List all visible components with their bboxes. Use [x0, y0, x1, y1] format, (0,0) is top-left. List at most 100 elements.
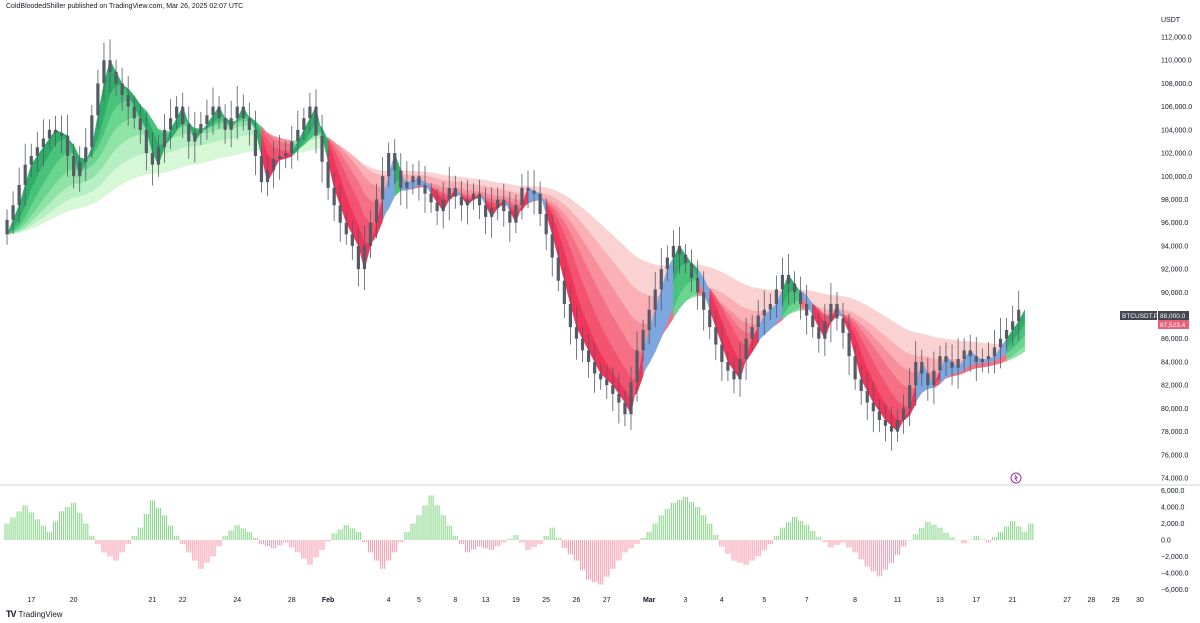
candle-body	[647, 309, 651, 331]
candle-body	[393, 153, 397, 171]
ribbon-segment	[206, 131, 214, 145]
candle-body	[387, 153, 391, 177]
ribbon-segment	[630, 315, 638, 353]
ribbon-segment	[206, 142, 214, 163]
time-tick-label: 28	[288, 597, 296, 604]
candle-body	[617, 393, 621, 403]
candle-body	[247, 118, 251, 130]
price-axis[interactable]: 112,000.0 110,000.0 108,000.0 106,000.0 104,…	[1161, 35, 1192, 483]
ribbon-segment	[467, 183, 474, 192]
candle-body	[683, 254, 688, 264]
price-tick-label: 94,000.0	[1161, 243, 1188, 250]
candle-body	[477, 193, 482, 206]
price-tick-label: 110,000.0	[1161, 58, 1192, 65]
candle-body	[786, 274, 791, 284]
candle-body	[865, 390, 869, 403]
ribbon-segment	[842, 296, 850, 312]
ribbon-segment	[194, 144, 202, 165]
ribbon-segment	[739, 282, 747, 309]
candle-body	[544, 213, 548, 235]
replay-icon[interactable]	[1010, 472, 1022, 484]
candle-body	[453, 187, 457, 197]
candle-body	[950, 361, 954, 368]
ribbon-segment	[73, 183, 80, 198]
candle-body	[138, 118, 142, 130]
time-tick-label: 13	[936, 597, 944, 604]
candle-body	[514, 205, 518, 223]
candle-body	[302, 118, 306, 130]
candle-body	[59, 132, 64, 136]
tradingview-logo-icon: TV	[6, 609, 16, 619]
oscillator-pane	[4, 495, 1034, 585]
time-tick-label: 17	[972, 597, 980, 604]
candle-body	[671, 245, 675, 258]
candle-body	[629, 382, 633, 415]
time-tick-label: Mar	[643, 597, 656, 604]
candle-body	[1017, 309, 1021, 322]
candle-body	[41, 138, 45, 148]
candle-body	[817, 327, 821, 339]
candle-body	[429, 193, 433, 203]
candle-body	[490, 208, 494, 217]
price-tick-label: 74,000.0	[1161, 476, 1188, 483]
candle-body	[653, 289, 657, 310]
ribbon-segment	[909, 330, 916, 357]
price-tick-label: 98,000.0	[1161, 197, 1188, 204]
candle-body	[356, 245, 360, 270]
ribbon-segment	[721, 271, 729, 298]
ribbon-segment	[127, 116, 135, 140]
time-axis[interactable]: 17 20 21 22 24 28 Feb 4 5 8 13 19 25 26 27 Mar 3 4 5 7 8 11 13…	[27, 597, 1143, 604]
candle-body	[901, 408, 906, 420]
candle-body	[168, 118, 173, 130]
candle-body	[774, 289, 778, 304]
candle-body	[992, 347, 997, 357]
candle-body	[211, 106, 215, 116]
ribbon-segment	[412, 171, 420, 176]
candle-body	[623, 402, 627, 415]
candle-body	[320, 135, 324, 162]
candle-body	[72, 155, 76, 177]
candle-body	[17, 184, 21, 206]
price-tick-label: 78,000.0	[1161, 429, 1188, 436]
candle-body	[944, 356, 948, 362]
candle-body	[823, 321, 827, 339]
candle-body	[108, 60, 112, 72]
candle-body	[932, 370, 936, 386]
candle-body	[829, 303, 833, 322]
oscillator-axis[interactable]: 6,000.0 4,000.0 2,000.0 0.0 −2,000.0 −4,000.0…	[1161, 488, 1189, 594]
candle-body	[465, 199, 470, 206]
candle-body	[526, 187, 530, 191]
candle-body	[593, 361, 597, 374]
candle-body	[635, 350, 639, 383]
candle-body	[362, 245, 367, 270]
ribbon-segment	[758, 288, 765, 312]
ribbon-segment	[818, 292, 826, 310]
candle-body	[96, 83, 100, 116]
ribbon-segment	[224, 128, 232, 140]
ma-price-badge: 87,523.4	[1160, 322, 1186, 329]
candle-body	[271, 158, 276, 171]
candle-body	[459, 196, 463, 206]
candle-body	[265, 170, 270, 183]
candle-body	[926, 373, 930, 386]
candle-body	[756, 315, 760, 328]
oscillator-tick-label: −6,000.0	[1161, 587, 1189, 594]
candle-body	[11, 205, 15, 220]
ribbon-segment	[630, 284, 638, 323]
candle-body	[326, 161, 330, 188]
ribbon-segment	[140, 152, 147, 177]
candle-body	[502, 199, 506, 212]
time-tick-label: 30	[1136, 597, 1144, 604]
candle-body	[405, 182, 409, 188]
candle-body	[586, 350, 591, 362]
ribbon-segment	[715, 269, 723, 294]
footer-brand[interactable]: TV TradingView	[6, 609, 63, 619]
ribbon-segment	[745, 308, 753, 325]
price-tick-label: 84,000.0	[1161, 359, 1188, 366]
ribbon-segment	[188, 145, 196, 166]
candle-body	[241, 106, 245, 119]
ribbon-segment	[927, 356, 935, 374]
time-tick-label: 5	[762, 597, 766, 604]
candle-body	[998, 338, 1003, 348]
